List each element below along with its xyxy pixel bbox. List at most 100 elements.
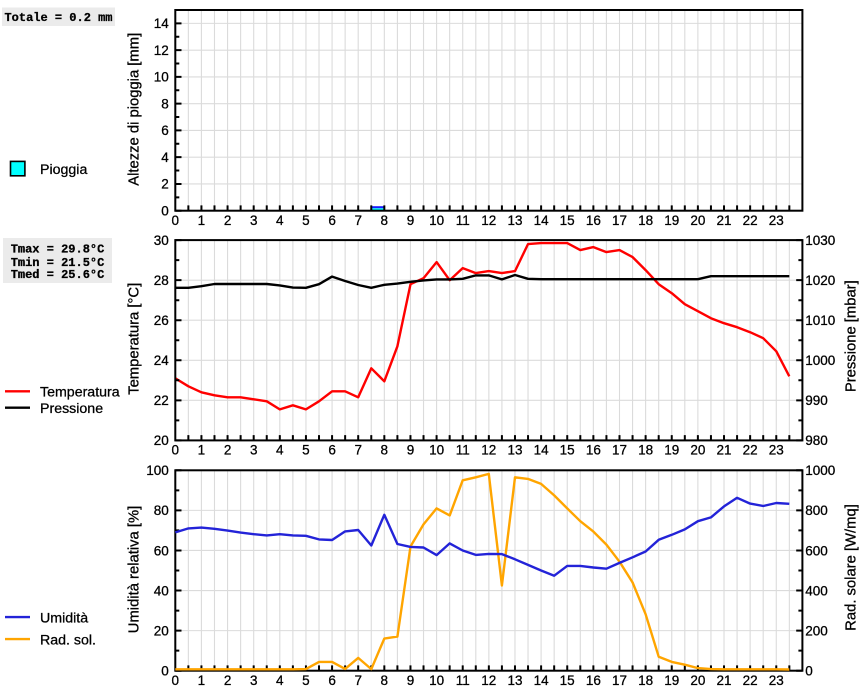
svg-text:12: 12 bbox=[481, 213, 496, 228]
svg-text:14: 14 bbox=[154, 16, 170, 31]
svg-text:10: 10 bbox=[429, 673, 444, 688]
svg-text:6: 6 bbox=[328, 213, 336, 228]
svg-text:6: 6 bbox=[328, 673, 336, 688]
svg-text:Temperatura: Temperatura bbox=[40, 385, 120, 401]
svg-text:0: 0 bbox=[161, 204, 169, 219]
svg-text:3: 3 bbox=[250, 213, 258, 228]
svg-text:15: 15 bbox=[560, 443, 575, 458]
svg-text:5: 5 bbox=[302, 443, 310, 458]
svg-text:16: 16 bbox=[586, 213, 601, 228]
svg-text:1: 1 bbox=[198, 213, 206, 228]
svg-text:Umidità: Umidità bbox=[40, 610, 88, 626]
svg-text:16: 16 bbox=[586, 443, 601, 458]
svg-text:15: 15 bbox=[560, 673, 575, 688]
svg-text:18: 18 bbox=[638, 673, 653, 688]
svg-text:Pressione [mbar]: Pressione [mbar] bbox=[844, 280, 860, 392]
svg-text:15: 15 bbox=[560, 213, 575, 228]
svg-text:2: 2 bbox=[224, 213, 232, 228]
svg-text:13: 13 bbox=[507, 673, 522, 688]
svg-text:14: 14 bbox=[534, 213, 550, 228]
svg-text:10: 10 bbox=[429, 443, 444, 458]
svg-text:12: 12 bbox=[481, 673, 496, 688]
svg-text:8: 8 bbox=[381, 443, 389, 458]
svg-text:3: 3 bbox=[250, 443, 258, 458]
svg-text:Totale = 0.2 mm: Totale = 0.2 mm bbox=[4, 11, 112, 25]
svg-text:1000: 1000 bbox=[805, 353, 835, 368]
svg-text:10: 10 bbox=[154, 70, 169, 85]
svg-text:19: 19 bbox=[664, 673, 679, 688]
svg-text:980: 980 bbox=[805, 433, 828, 448]
svg-text:Altezze di pioggia [mm]: Altezze di pioggia [mm] bbox=[127, 33, 143, 186]
svg-text:8: 8 bbox=[381, 673, 389, 688]
svg-text:0: 0 bbox=[805, 664, 813, 679]
svg-text:800: 800 bbox=[805, 503, 828, 518]
svg-text:990: 990 bbox=[805, 393, 828, 408]
svg-text:Pioggia: Pioggia bbox=[40, 162, 87, 178]
svg-text:23: 23 bbox=[769, 213, 784, 228]
svg-text:0: 0 bbox=[161, 664, 169, 679]
svg-text:4: 4 bbox=[276, 673, 284, 688]
svg-text:11: 11 bbox=[456, 673, 470, 688]
svg-text:0: 0 bbox=[172, 673, 180, 688]
svg-text:0: 0 bbox=[172, 443, 180, 458]
svg-text:17: 17 bbox=[612, 213, 627, 228]
svg-text:5: 5 bbox=[302, 673, 310, 688]
svg-text:7: 7 bbox=[354, 213, 362, 228]
svg-text:7: 7 bbox=[354, 673, 362, 688]
svg-text:100: 100 bbox=[146, 463, 169, 478]
svg-text:1020: 1020 bbox=[805, 273, 835, 288]
svg-text:6: 6 bbox=[161, 123, 169, 138]
svg-text:4: 4 bbox=[276, 213, 284, 228]
svg-text:Umidità relativa [%]: Umidità relativa [%] bbox=[127, 506, 143, 633]
svg-text:1030: 1030 bbox=[805, 233, 835, 248]
svg-text:14: 14 bbox=[534, 443, 550, 458]
svg-text:17: 17 bbox=[612, 443, 627, 458]
svg-text:40: 40 bbox=[154, 583, 169, 598]
svg-text:21: 21 bbox=[716, 443, 731, 458]
svg-text:Pressione: Pressione bbox=[40, 401, 103, 417]
svg-text:20: 20 bbox=[154, 623, 169, 638]
svg-text:10: 10 bbox=[429, 213, 444, 228]
svg-text:6: 6 bbox=[328, 443, 336, 458]
svg-text:1: 1 bbox=[198, 443, 206, 458]
svg-text:Rad. solare [W/mq]: Rad. solare [W/mq] bbox=[844, 504, 860, 631]
svg-text:19: 19 bbox=[664, 213, 679, 228]
svg-text:9: 9 bbox=[407, 673, 415, 688]
svg-text:80: 80 bbox=[154, 503, 169, 518]
svg-text:Temperatura [°C]: Temperatura [°C] bbox=[127, 283, 143, 395]
svg-text:Tmed = 25.6°C: Tmed = 25.6°C bbox=[11, 268, 105, 282]
svg-text:400: 400 bbox=[805, 583, 828, 598]
svg-text:17: 17 bbox=[612, 673, 627, 688]
svg-text:22: 22 bbox=[743, 213, 758, 228]
svg-text:21: 21 bbox=[716, 213, 731, 228]
svg-text:11: 11 bbox=[456, 213, 470, 228]
svg-text:12: 12 bbox=[481, 443, 496, 458]
svg-text:2: 2 bbox=[161, 177, 169, 192]
svg-text:600: 600 bbox=[805, 543, 828, 558]
svg-text:20: 20 bbox=[690, 673, 705, 688]
svg-text:5: 5 bbox=[302, 213, 310, 228]
svg-text:Tmin = 21.5°C: Tmin = 21.5°C bbox=[11, 256, 105, 270]
svg-text:23: 23 bbox=[769, 673, 784, 688]
svg-text:1: 1 bbox=[198, 673, 206, 688]
svg-text:26: 26 bbox=[154, 313, 169, 328]
svg-text:Rad. sol.: Rad. sol. bbox=[40, 632, 96, 648]
svg-text:22: 22 bbox=[743, 673, 758, 688]
svg-text:24: 24 bbox=[154, 353, 170, 368]
svg-text:9: 9 bbox=[407, 213, 415, 228]
svg-text:7: 7 bbox=[354, 443, 362, 458]
svg-text:12: 12 bbox=[154, 43, 169, 58]
svg-text:200: 200 bbox=[805, 623, 828, 638]
svg-text:20: 20 bbox=[690, 443, 705, 458]
svg-text:9: 9 bbox=[407, 443, 415, 458]
svg-text:22: 22 bbox=[743, 443, 758, 458]
svg-text:8: 8 bbox=[381, 213, 389, 228]
svg-text:20: 20 bbox=[154, 433, 169, 448]
svg-text:18: 18 bbox=[638, 213, 653, 228]
svg-text:30: 30 bbox=[154, 233, 169, 248]
svg-text:22: 22 bbox=[154, 393, 169, 408]
svg-text:16: 16 bbox=[586, 673, 601, 688]
svg-text:21: 21 bbox=[716, 673, 731, 688]
svg-text:13: 13 bbox=[507, 443, 522, 458]
svg-text:18: 18 bbox=[638, 443, 653, 458]
